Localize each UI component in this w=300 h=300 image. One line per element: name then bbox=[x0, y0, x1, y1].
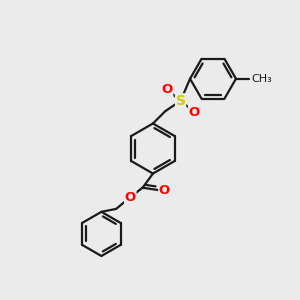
Text: S: S bbox=[176, 94, 186, 108]
Text: O: O bbox=[188, 106, 200, 118]
Text: O: O bbox=[124, 190, 136, 204]
Text: O: O bbox=[161, 83, 173, 96]
Text: O: O bbox=[159, 184, 170, 196]
Text: CH₃: CH₃ bbox=[251, 74, 272, 84]
